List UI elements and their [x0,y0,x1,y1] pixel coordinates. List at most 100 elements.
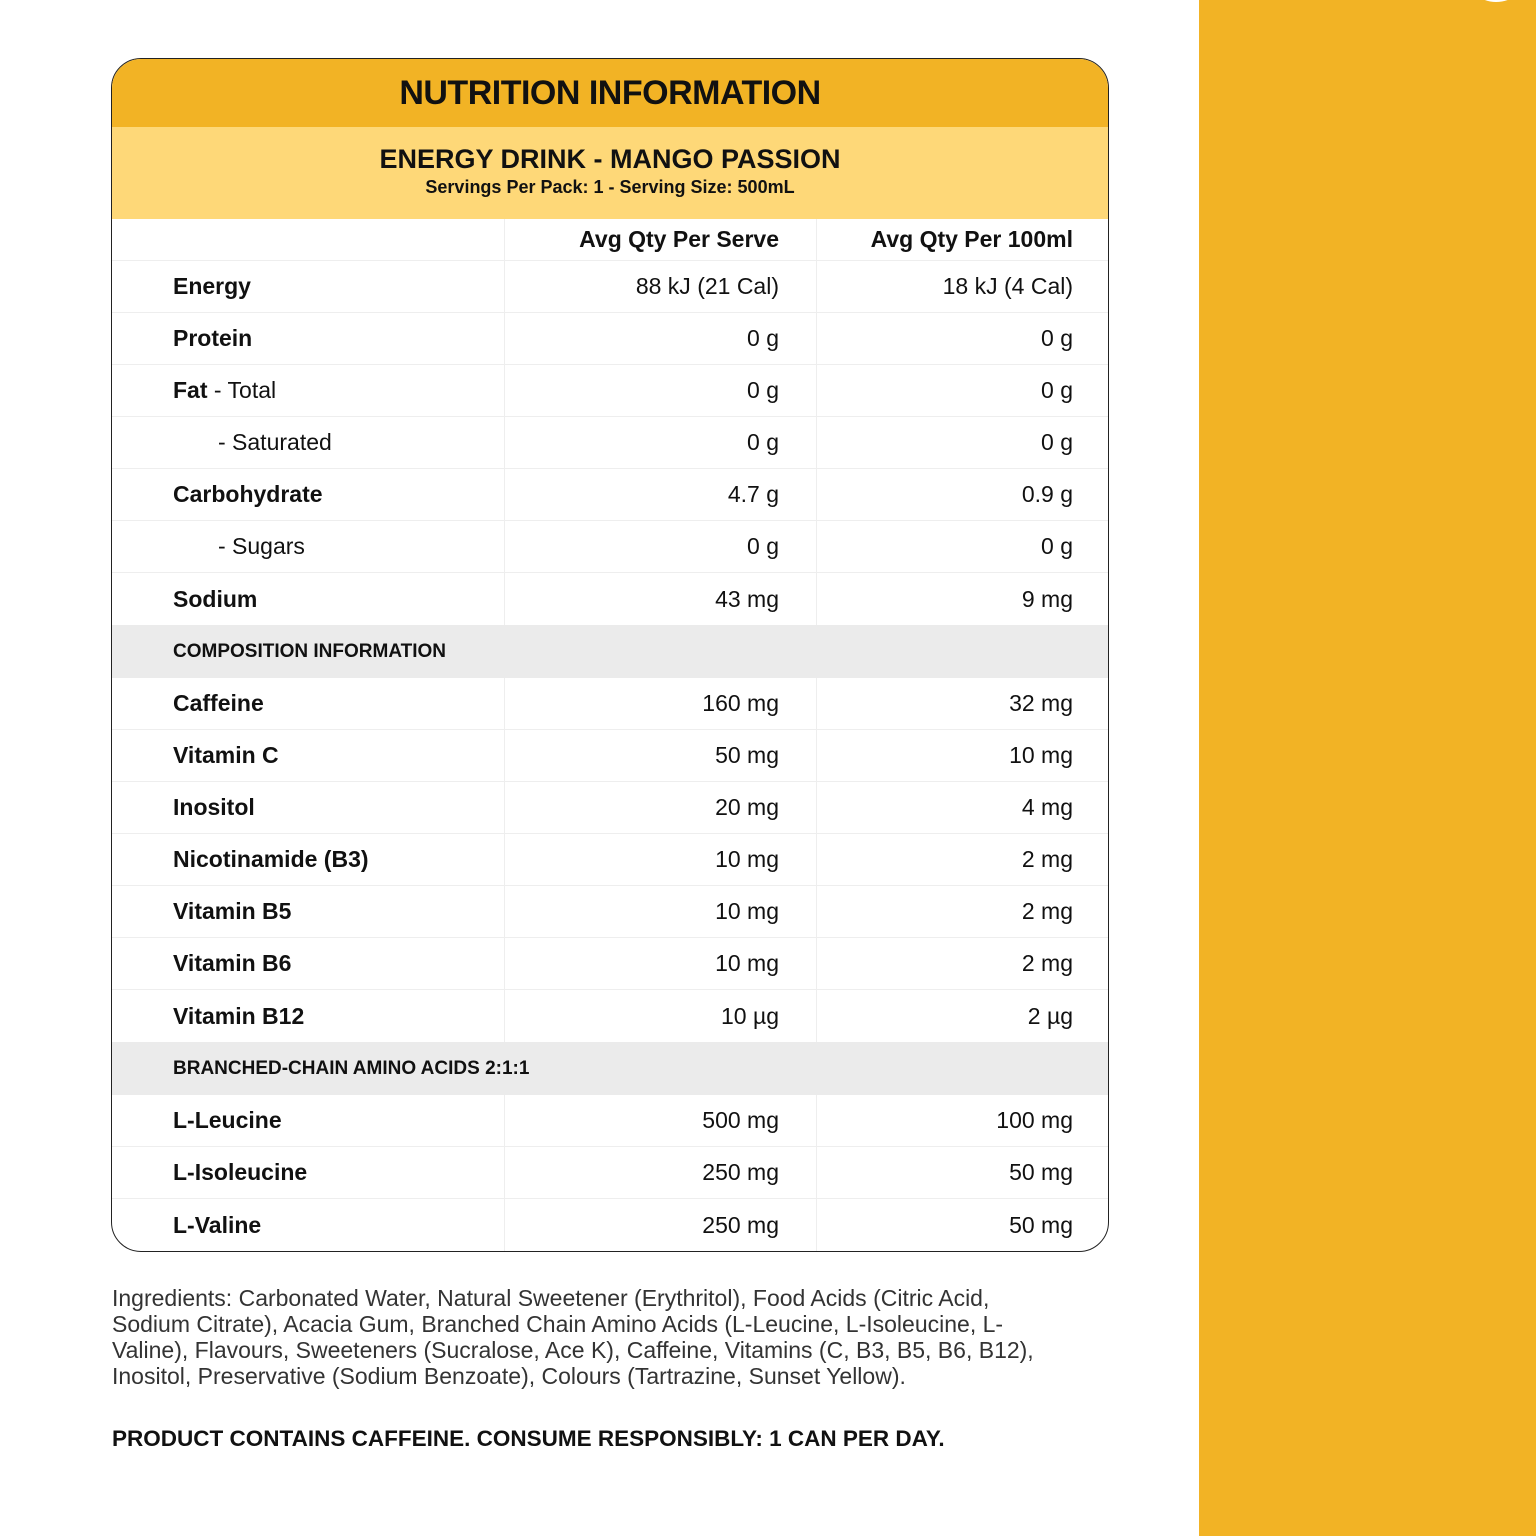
table-row: Protein 0 g 0 g [112,313,1108,365]
nutrient-name: Vitamin B6 [173,950,292,976]
side-banner: MANGO PASSION [1199,0,1536,1536]
table-row: - Saturated 0 g 0 g [112,417,1108,469]
table-row: Nicotinamide (B3) 10 mg 2 mg [112,834,1108,886]
value-per-100ml: 0 g [1041,377,1073,403]
table-row: Vitamin C 50 mg 10 mg [112,730,1108,782]
row-label: L-Valine [112,1199,505,1251]
table-row: L-Valine 250 mg 50 mg [112,1199,1108,1251]
table-row: Energy 88 kJ (21 Cal) 18 kJ (4 Cal) [112,261,1108,313]
nutrient-name: L-Leucine [173,1107,282,1133]
panel-title: NUTRITION INFORMATION [112,59,1108,127]
value-per-100ml: 0.9 g [1021,481,1073,507]
product-name: ENERGY DRINK - MANGO PASSION [379,144,841,174]
product-header: ENERGY DRINK - MANGO PASSION Servings Pe… [112,127,1108,219]
value-per-100ml: 2 mg [1021,846,1073,872]
serving-info: Servings Per Pack: 1 - Serving Size: 500… [425,177,795,197]
nutrient-name: Nicotinamide (B3) [173,846,369,872]
value-per-100ml: 10 mg [1009,742,1073,768]
nutrient-name: - Saturated [218,429,332,455]
value-per-100ml: 0 g [1041,533,1073,559]
value-per-100ml: 50 mg [1009,1211,1073,1238]
nutrient-name: Vitamin C [173,742,279,768]
table-row: Sodium 43 mg 9 mg [112,573,1108,625]
value-per-100ml: 2 mg [1021,898,1073,924]
value-per-serve: 43 mg [505,573,817,625]
value-per-serve: 10 mg [505,886,817,937]
nutrient-name: L-Isoleucine [173,1159,308,1185]
value-per-serve: 10 mg [505,834,817,885]
row-label: L-Leucine [112,1095,505,1146]
table-row: Vitamin B5 10 mg 2 mg [112,886,1108,938]
nutrient-name: Protein [173,325,253,351]
row-label: Caffeine [112,678,505,729]
value-per-100ml: 100 mg [996,1107,1073,1133]
nutrition-panel: NUTRITION INFORMATION ENERGY DRINK - MAN… [111,58,1109,1252]
value-per-serve: 160 mg [505,678,817,729]
row-label: Fat - Total [112,365,505,416]
value-per-100ml: 18 kJ (4 Cal) [942,273,1073,299]
value-per-serve: 250 mg [505,1199,817,1251]
value-per-serve: 0 g [505,521,817,572]
table-row: Inositol 20 mg 4 mg [112,782,1108,834]
nutrient-rows: Energy 88 kJ (21 Cal) 18 kJ (4 Cal) Protein… [112,261,1108,625]
nutrient-name: Vitamin B5 [173,898,292,924]
value-per-100ml: 4 mg [1021,794,1073,820]
value-per-100ml: 0 g [1041,325,1073,351]
table-row: Vitamin B6 10 mg 2 mg [112,938,1108,990]
row-label: Protein [112,313,505,364]
table-row: Caffeine 160 mg 32 mg [112,678,1108,730]
value-per-serve: 250 mg [505,1147,817,1198]
row-label: Vitamin B5 [112,886,505,937]
row-label: Vitamin B6 [112,938,505,989]
nutrient-name: L-Valine [173,1211,262,1238]
column-header-row: Avg Qty Per Serve Avg Qty Per 100ml [112,219,1108,261]
blank-header [112,219,505,260]
value-per-serve: 88 kJ (21 Cal) [505,261,817,312]
nutrient-name: - Sugars [218,533,305,559]
row-label: - Saturated [112,417,505,468]
row-label: Vitamin C [112,730,505,781]
nutrient-name: Inositol [173,794,255,820]
value-per-serve: 500 mg [505,1095,817,1146]
value-per-serve: 10 mg [505,938,817,989]
row-label: Energy [112,261,505,312]
value-per-100ml: 9 mg [1021,585,1073,612]
bcaa-rows: L-Leucine 500 mg 100 mg L-Isoleucine 250 mg 5… [112,1095,1108,1251]
composition-section-header: COMPOSITION INFORMATION [112,625,1108,678]
composition-rows: Caffeine 160 mg 32 mg Vitamin C 50 mg 10 mg In… [112,678,1108,1042]
row-label: Carbohydrate [112,469,505,520]
value-per-100ml: 2 mg [1021,950,1073,976]
nutrient-name: Carbohydrate [173,481,323,507]
row-label: L-Isoleucine [112,1147,505,1198]
nutrient-name: Fat [173,377,208,403]
col-header-100ml: Avg Qty Per 100ml [870,226,1073,252]
side-banner-text-svg: MANGO PASSION [1199,0,1536,44]
side-banner-text: MANGO PASSION [1199,0,1536,44]
nutrient-name: Caffeine [173,690,264,716]
table-row: L-Leucine 500 mg 100 mg [112,1095,1108,1147]
value-per-100ml: 2 µg [1027,1002,1073,1029]
nutrient-suffix: - Total [207,377,277,403]
value-per-serve: 0 g [505,313,817,364]
nutrient-name: Energy [173,273,251,299]
table-row: Carbohydrate 4.7 g 0.9 g [112,469,1108,521]
col-header-serve: Avg Qty Per Serve [505,219,817,260]
ingredients-text: Ingredients: Carbonated Water, Natural S… [112,1285,1034,1389]
value-per-100ml: 50 mg [1009,1159,1073,1185]
row-label: Nicotinamide (B3) [112,834,505,885]
value-per-serve: 20 mg [505,782,817,833]
nutrient-name: Sodium [173,585,258,612]
value-per-serve: 50 mg [505,730,817,781]
row-label: Sodium [112,573,505,625]
table-row: - Sugars 0 g 0 g [112,521,1108,573]
value-per-serve: 4.7 g [505,469,817,520]
value-per-serve: 0 g [505,417,817,468]
value-per-100ml: 32 mg [1009,690,1073,716]
table-row: L-Isoleucine 250 mg 50 mg [112,1147,1108,1199]
row-label: Vitamin B12 [112,990,505,1042]
row-label: - Sugars [112,521,505,572]
nutrient-name: Vitamin B12 [173,1002,305,1029]
table-row: Vitamin B12 10 µg 2 µg [112,990,1108,1042]
value-per-serve: 0 g [505,365,817,416]
